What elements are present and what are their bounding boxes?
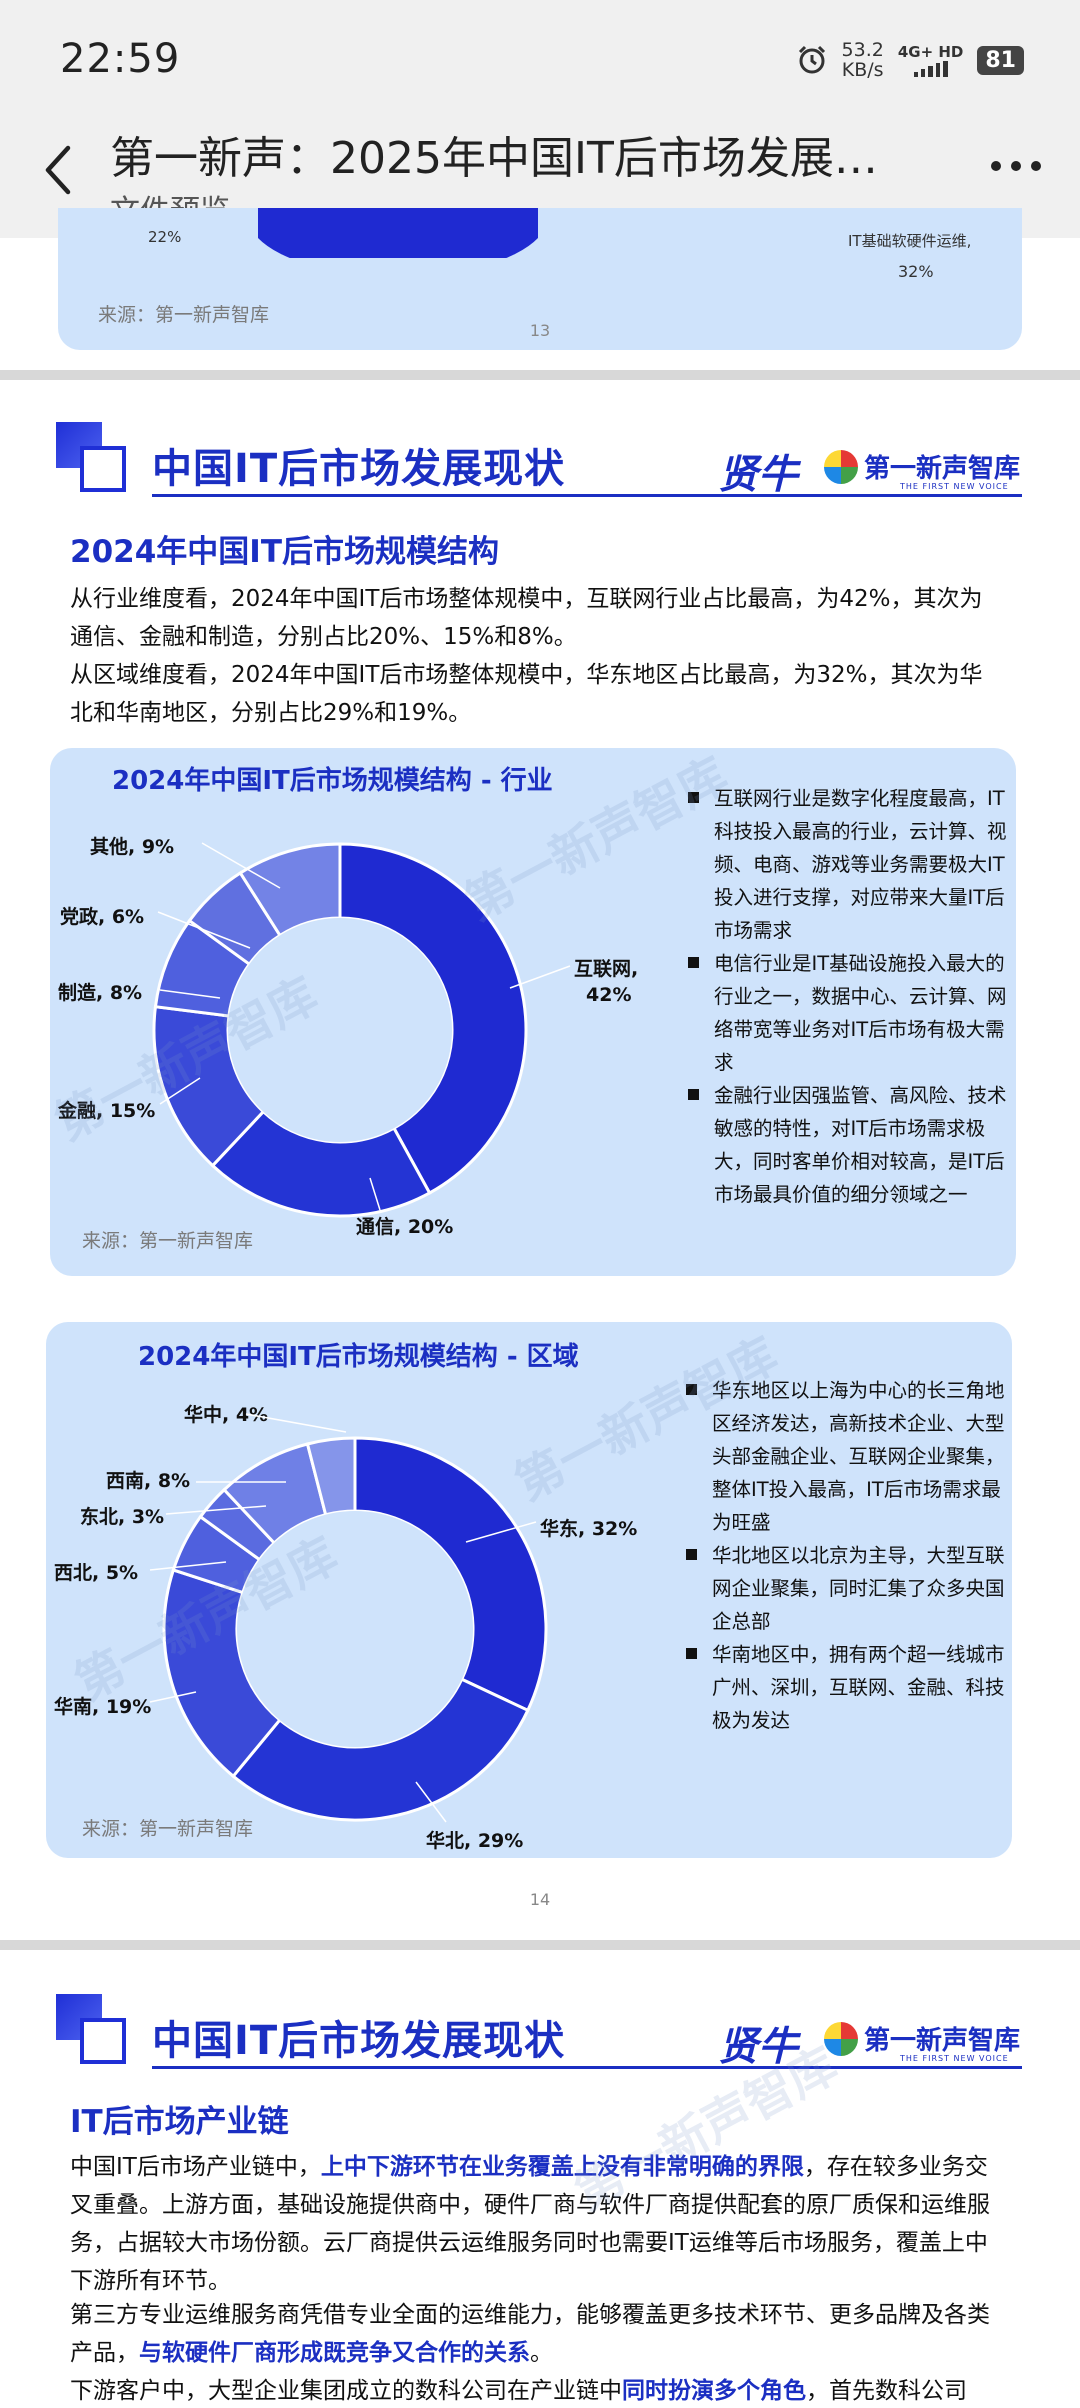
- label-government: 党政, 6%: [60, 906, 145, 928]
- label-left-pct: 22%: [148, 228, 182, 246]
- page-15: 中国IT后市场发展现状 贤牛 第一新声智库 THE FIRST NEW VOIC…: [0, 1950, 1080, 2408]
- label-east: 华东, 32%: [540, 1518, 638, 1540]
- page-heading: 中国IT后市场发展现状: [152, 2018, 566, 2064]
- label-other: 其他, 9%: [90, 836, 175, 858]
- page-14: 中国IT后市场发展现状 贤牛 第一新声智库 THE FIRST NEW VOIC…: [0, 380, 1080, 1940]
- pie-chart-tail: [258, 208, 538, 258]
- signal-icon: [913, 61, 948, 77]
- logo-mark: 贤牛: [718, 452, 798, 498]
- header-rule: [152, 2066, 1022, 2069]
- bullet-item: 金融行业因强监管、高风险、技术敏感的特性，对IT后市场需求极大，同时客单价相对较…: [688, 1079, 1008, 1211]
- donut-hole: [237, 1511, 473, 1747]
- source-note: 来源：第一新声智库: [82, 1230, 254, 1252]
- source-note: 来源：第一新声智库: [82, 1818, 254, 1840]
- page-number: 13: [529, 321, 551, 340]
- section-title: IT后市场产业链: [70, 2104, 289, 2140]
- document-title: 第一新声：2025年中国IT后市场发展…: [110, 133, 878, 184]
- battery-icon: 81: [977, 45, 1024, 75]
- page-separator: [0, 370, 1080, 380]
- highlight: 同时扮演多个角色: [622, 2378, 806, 2404]
- logo-icon: [824, 2022, 858, 2056]
- logo-en: THE FIRST NEW VOICE: [900, 2054, 1009, 2063]
- back-arrow-icon[interactable]: [30, 138, 90, 198]
- network-type: 4G+ HD: [897, 43, 964, 61]
- label-internet-pct: 42%: [586, 984, 632, 1006]
- paragraph: 中国IT后市场产业链中，上中下游环节在业务覆盖上没有非常明确的界限，存在较多业务…: [70, 2154, 990, 2294]
- bullet-item: 互联网行业是数字化程度最高，IT科技投入最高的行业，云计算、视频、电商、游戏等业…: [688, 782, 1008, 947]
- highlight: 上中下游环节在业务覆盖上没有非常明确的界限: [320, 2154, 804, 2180]
- page-number: 14: [529, 1890, 551, 1909]
- chart-card-tail: 22% IT基础软硬件运维, 32% 来源：第一新声智库: [58, 208, 1022, 350]
- chart-label: IT基础软硬件运维,: [848, 232, 972, 250]
- label-south: 华南, 19%: [54, 1696, 152, 1718]
- donut-hole: [228, 918, 452, 1142]
- alarm-icon: [798, 45, 825, 74]
- label-manufacturing: 制造, 8%: [58, 982, 143, 1004]
- label-telecom: 通信, 20%: [356, 1216, 454, 1238]
- industry-chart-card: 2024年中国IT后市场规模结构 - 行业 互联网, 42% 通信, 20% 金…: [50, 748, 1016, 1276]
- paragraph: 第三方专业运维服务商凭借专业全面的运维能力，能够覆盖更多技术环节、更多品牌及各类…: [70, 2302, 990, 2366]
- header-decor: [80, 2018, 126, 2064]
- logo-name: 第一新声智库: [864, 454, 1021, 484]
- highlight: 与软硬件厂商形成既竞争又合作的关系: [139, 2340, 530, 2366]
- section-title: 2024年中国IT后市场规模结构: [70, 534, 499, 570]
- label-northwest: 西北, 5%: [54, 1562, 139, 1584]
- page-13: 22% IT基础软硬件运维, 32% 来源：第一新声智库 13: [0, 208, 1080, 370]
- paragraph: 从行业维度看，2024年中国IT后市场整体规模中，互联网行业占比最高，为42%，…: [70, 586, 983, 650]
- label-southwest: 西南, 8%: [106, 1470, 191, 1492]
- paragraph: 从区域维度看，2024年中国IT后市场整体规模中，华东地区占比最高，为32%，其…: [70, 662, 983, 726]
- label-northeast: 东北, 3%: [80, 1506, 165, 1528]
- chart-title: 2024年中国IT后市场规模结构 - 行业: [112, 766, 553, 796]
- page-separator: [0, 1940, 1080, 1950]
- leader-lines: [149, 1413, 537, 1823]
- logo-name: 第一新声智库: [864, 2026, 1021, 2056]
- industry-donut-chart: [152, 842, 528, 1218]
- source-note: 来源：第一新声智库: [98, 304, 270, 326]
- industry-bullets: 互联网行业是数字化程度最高，IT科技投入最高的行业，云计算、视频、电商、游戏等业…: [688, 782, 1008, 1211]
- label-internet: 互联网,: [574, 958, 639, 980]
- chart-title: 2024年中国IT后市场规模结构 - 区域: [138, 1342, 579, 1372]
- region-chart-card: 2024年中国IT后市场规模结构 - 区域 华东, 32% 华北, 29% 华南…: [46, 1322, 1012, 1858]
- label-finance: 金融, 15%: [58, 1100, 156, 1122]
- logo-en: THE FIRST NEW VOICE: [900, 482, 1009, 491]
- bullet-item: 华北地区以北京为主导，大型互联网企业聚集，同时汇集了众多央国企总部: [686, 1539, 1006, 1638]
- label-north: 华北, 29%: [426, 1830, 524, 1852]
- paragraph: 下游客户中，大型企业集团成立的数科公司在产业链中同时扮演多个角色，首先数科公司: [70, 2378, 967, 2404]
- header-decor: [80, 446, 126, 492]
- logo-icon: [824, 450, 858, 484]
- bullet-item: 华东地区以上海为中心的长三角地区经济发达，高新技术企业、大型头部金融企业、互联网…: [686, 1374, 1006, 1539]
- header-rule: [152, 494, 1022, 497]
- status-bar: 22:59 53.2 KB/s 4G+ HD 81: [0, 0, 1080, 110]
- region-donut-chart: [162, 1436, 548, 1822]
- leader-lines: [157, 842, 571, 1211]
- clock: 22:59: [60, 36, 181, 82]
- page-heading: 中国IT后市场发展现状: [152, 446, 566, 492]
- bullet-item: 华南地区中，拥有两个超一线城市广州、深圳，互联网、金融、科技极为发达: [686, 1638, 1006, 1737]
- donut-slice-其他: [238, 842, 342, 938]
- chart-label-pct: 32%: [898, 262, 934, 281]
- more-options-icon[interactable]: [986, 154, 1046, 178]
- bullet-item: 电信行业是IT基础设施投入最大的行业之一，数据中心、云计算、网络带宽等业务对IT…: [688, 947, 1008, 1079]
- region-bullets: 华东地区以上海为中心的长三角地区经济发达，高新技术企业、大型头部金融企业、互联网…: [686, 1374, 1006, 1737]
- network-indicator: 4G+ HD: [897, 43, 964, 77]
- logo-mark: 贤牛: [718, 2024, 798, 2070]
- status-icons: 53.2 KB/s 4G+ HD 81: [796, 40, 1024, 80]
- network-speed: 53.2 KB/s: [841, 39, 884, 81]
- label-central: 华中, 4%: [184, 1404, 269, 1426]
